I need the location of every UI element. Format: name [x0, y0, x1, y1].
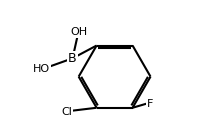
Text: B: B — [68, 52, 77, 65]
Text: Cl: Cl — [62, 107, 73, 117]
Text: F: F — [147, 99, 153, 109]
Text: HO: HO — [33, 64, 50, 73]
Text: OH: OH — [70, 27, 87, 37]
